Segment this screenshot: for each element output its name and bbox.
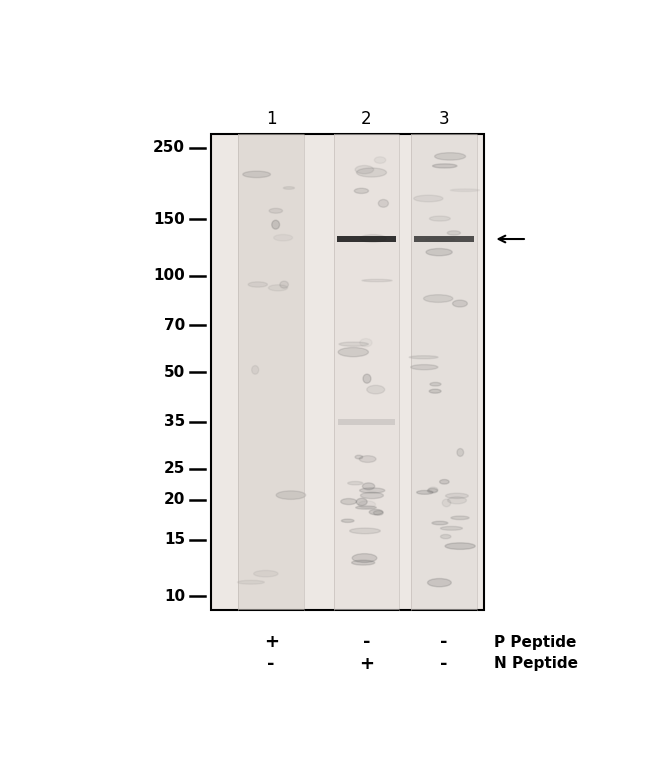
Ellipse shape [450, 189, 480, 191]
Ellipse shape [268, 285, 287, 291]
FancyBboxPatch shape [238, 134, 304, 610]
Ellipse shape [410, 356, 438, 359]
Text: 20: 20 [164, 492, 185, 507]
Text: 3: 3 [439, 110, 449, 128]
Text: 50: 50 [164, 365, 185, 379]
Text: 35: 35 [164, 414, 185, 429]
Text: +: + [359, 655, 374, 673]
Ellipse shape [367, 385, 385, 394]
Text: +: + [264, 633, 279, 652]
Ellipse shape [355, 456, 363, 459]
Ellipse shape [348, 481, 363, 485]
Ellipse shape [445, 543, 475, 550]
Ellipse shape [243, 171, 270, 178]
Ellipse shape [356, 506, 376, 509]
Ellipse shape [430, 383, 441, 386]
Ellipse shape [363, 483, 374, 490]
Ellipse shape [374, 510, 383, 515]
Text: 250: 250 [153, 140, 185, 155]
Ellipse shape [356, 168, 387, 177]
Text: -: - [363, 633, 370, 652]
FancyBboxPatch shape [411, 134, 477, 610]
Ellipse shape [237, 580, 265, 584]
Ellipse shape [355, 165, 374, 174]
Text: -: - [440, 633, 448, 652]
Ellipse shape [441, 535, 451, 539]
Ellipse shape [378, 199, 389, 207]
Ellipse shape [352, 561, 375, 565]
Ellipse shape [272, 220, 280, 229]
Ellipse shape [411, 365, 438, 370]
FancyBboxPatch shape [333, 134, 399, 610]
Ellipse shape [341, 499, 357, 505]
Ellipse shape [354, 188, 369, 194]
Ellipse shape [269, 209, 283, 213]
Ellipse shape [254, 571, 278, 577]
Ellipse shape [441, 526, 462, 530]
Ellipse shape [429, 389, 441, 394]
Ellipse shape [439, 480, 449, 484]
Text: -: - [440, 655, 448, 673]
Ellipse shape [361, 492, 384, 499]
Ellipse shape [433, 164, 457, 168]
Ellipse shape [359, 488, 385, 493]
Ellipse shape [369, 510, 383, 515]
FancyBboxPatch shape [211, 134, 484, 610]
Text: 2: 2 [361, 110, 372, 128]
Ellipse shape [356, 499, 367, 506]
Ellipse shape [430, 216, 450, 221]
Ellipse shape [424, 295, 453, 303]
Ellipse shape [428, 488, 437, 493]
Ellipse shape [374, 157, 386, 163]
Text: 10: 10 [164, 589, 185, 604]
Ellipse shape [442, 499, 450, 506]
Ellipse shape [350, 528, 380, 534]
Ellipse shape [339, 342, 369, 347]
Text: P Peptide: P Peptide [493, 635, 576, 650]
Text: N Peptide: N Peptide [493, 656, 578, 671]
Ellipse shape [414, 195, 443, 201]
Ellipse shape [435, 153, 465, 160]
Ellipse shape [276, 491, 306, 499]
Ellipse shape [448, 497, 467, 504]
Ellipse shape [457, 448, 463, 456]
FancyBboxPatch shape [338, 419, 395, 425]
Ellipse shape [362, 279, 392, 281]
FancyBboxPatch shape [414, 236, 474, 241]
Ellipse shape [280, 281, 289, 289]
Ellipse shape [352, 554, 377, 562]
Ellipse shape [432, 521, 448, 524]
Ellipse shape [417, 491, 433, 494]
Ellipse shape [452, 300, 467, 307]
Ellipse shape [426, 249, 452, 256]
Ellipse shape [447, 230, 460, 235]
Text: 1: 1 [266, 110, 276, 128]
Text: 150: 150 [153, 212, 185, 227]
Ellipse shape [363, 374, 371, 383]
Ellipse shape [428, 487, 437, 492]
Ellipse shape [359, 456, 376, 463]
Ellipse shape [252, 365, 259, 374]
Ellipse shape [360, 234, 386, 242]
Ellipse shape [428, 579, 451, 586]
Ellipse shape [451, 516, 469, 520]
Text: 15: 15 [164, 532, 185, 547]
Ellipse shape [283, 187, 294, 189]
Text: 25: 25 [164, 461, 185, 476]
Ellipse shape [445, 493, 468, 499]
Ellipse shape [341, 519, 354, 522]
Ellipse shape [338, 347, 369, 357]
Ellipse shape [248, 281, 267, 287]
Ellipse shape [358, 501, 376, 508]
Text: 100: 100 [153, 268, 185, 283]
Text: 70: 70 [164, 318, 185, 332]
FancyBboxPatch shape [337, 236, 396, 241]
Text: -: - [267, 655, 275, 673]
